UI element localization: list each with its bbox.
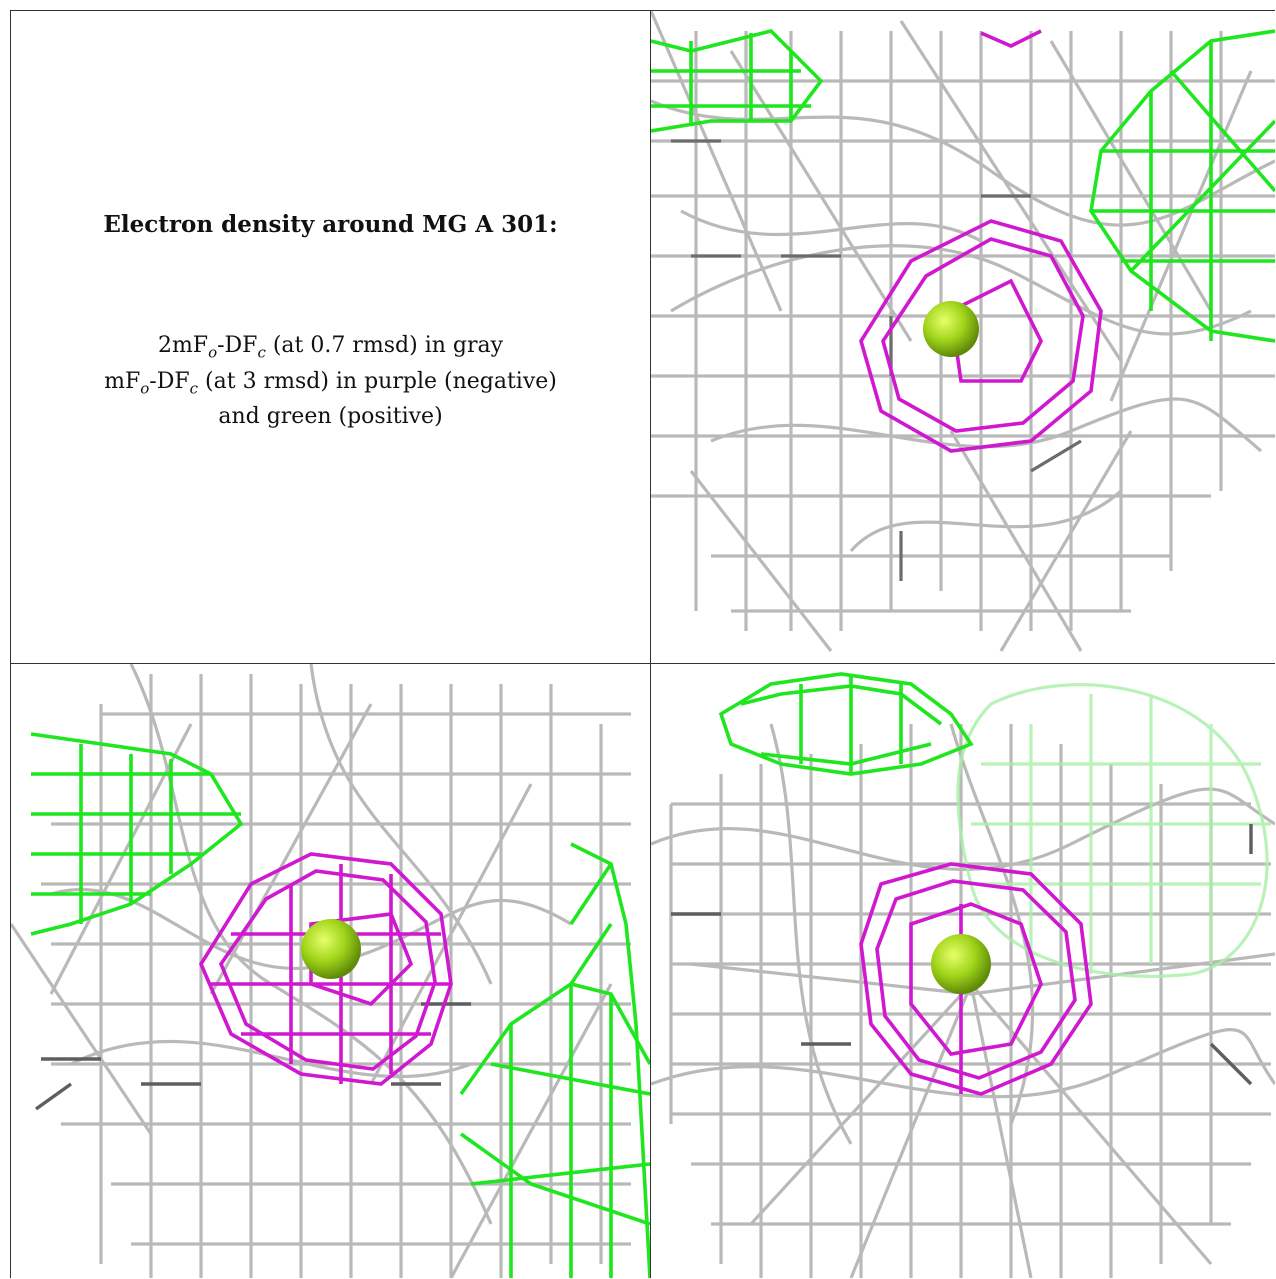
mg-ion-sphere <box>301 919 361 979</box>
figure-frame <box>10 10 1275 1278</box>
gray-mesh-grid <box>651 723 1275 1278</box>
density-view-2 <box>11 664 650 1278</box>
density-view-1 <box>651 11 1275 663</box>
legend-line-difference: mFo-DFc (at 3 rmsd) in purple (negative) <box>104 368 557 398</box>
column-divider <box>650 10 651 1278</box>
positive-density-mesh <box>718 672 974 776</box>
mg-ion-sphere <box>923 301 979 357</box>
density-view-3 <box>651 664 1275 1278</box>
mg-ion-sphere <box>931 934 991 994</box>
dark-mesh-segments <box>671 139 1082 581</box>
caption-cell: Electron density around MG A 301: 2mFo-D… <box>11 11 650 663</box>
legend-line-positive: and green (positive) <box>218 404 443 430</box>
row-divider <box>10 663 1275 664</box>
legend-line-gray: 2mFo-DFc (at 0.7 rmsd) in gray <box>157 333 504 362</box>
figure-legend: 2mFo-DFc (at 0.7 rmsd) in gray mFo-DFc (… <box>11 329 650 434</box>
figure-title: Electron density around MG A 301: <box>103 211 558 238</box>
positive-density-mesh <box>30 732 650 1278</box>
faded-positive-mesh <box>956 683 1271 978</box>
dark-mesh-segments <box>671 824 1253 1086</box>
negative-density-mesh <box>859 29 1103 453</box>
positive-density-mesh <box>651 29 1275 343</box>
